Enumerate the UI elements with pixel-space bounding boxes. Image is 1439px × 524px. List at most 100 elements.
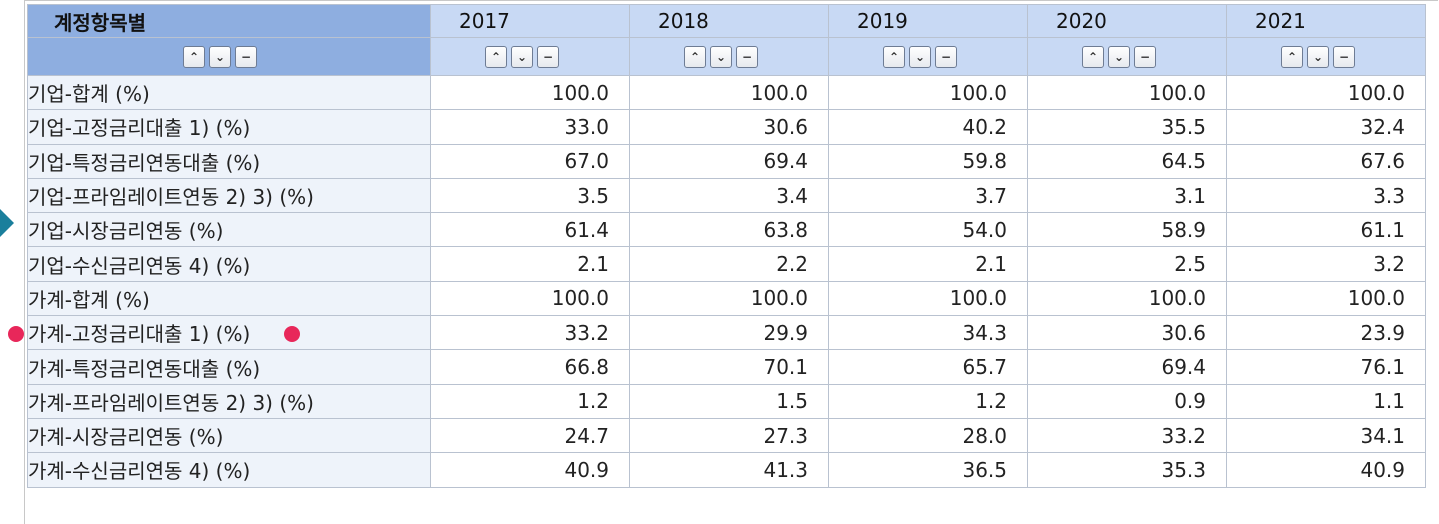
sort-down-button[interactable]: ⌄: [710, 45, 732, 68]
value-cell: 40.2: [828, 109, 1028, 145]
table-row[interactable]: 기업-시장금리연동 (%) 61.4 63.8 54.0 58.9 61.1: [27, 212, 1426, 248]
marker-dot-icon: [284, 326, 301, 343]
row-label: 가계-특정금리연동대출 (%): [27, 349, 431, 385]
table-row[interactable]: 가계-고정금리대출 1) (%) 33.2 29.9 34.3 30.6 23.9: [8, 315, 1426, 351]
table-row[interactable]: 가계-합계 (%) 100.0 100.0 100.0 100.0 100.0: [27, 280, 1426, 317]
expand-arrow-icon[interactable]: [0, 209, 14, 237]
row-label-text: 가계-합계 (%): [28, 287, 150, 312]
minus-icon: −: [1139, 49, 1151, 64]
sort-controls-cell: ⌃ ⌄ −: [430, 37, 630, 76]
table-row[interactable]: 기업-수신금리연동 4) (%) 2.1 2.2 2.1 2.5 3.2: [27, 246, 1426, 282]
value-cell: 58.9: [1027, 212, 1227, 248]
row-label-text: 기업-합계 (%): [28, 82, 150, 107]
remove-column-button[interactable]: −: [235, 45, 257, 68]
value-cell: 61.4: [430, 212, 630, 248]
value-cell: 1.5: [629, 383, 829, 419]
row-label: 기업-프라임레이트연동 2) 3) (%): [27, 177, 431, 214]
column-header-year[interactable]: 2021: [1226, 4, 1426, 38]
row-label-text: 기업-고정금리대출 1) (%): [28, 116, 251, 141]
row-label: 가계-시장금리연동 (%): [27, 417, 431, 454]
table-row[interactable]: 가계-프라임레이트연동 2) 3) (%) 1.2 1.5 1.2 0.9 1.1: [27, 383, 1426, 419]
value-cell: 33.0: [430, 109, 630, 145]
sort-button-group: ⌃ ⌄ −: [630, 45, 828, 68]
row-label: 기업-시장금리연동 (%): [27, 212, 431, 248]
row-label-text: 기업-수신금리연동 4) (%): [28, 253, 251, 278]
value-cell: 30.6: [1027, 315, 1227, 351]
value-cell: 3.4: [629, 177, 829, 214]
sort-up-button[interactable]: ⌃: [684, 45, 706, 68]
sort-up-button[interactable]: ⌃: [183, 45, 205, 68]
table-row[interactable]: 가계-수신금리연동 4) (%) 40.9 41.3 36.5 35.3 40.9: [27, 452, 1426, 488]
value-cell: 100.0: [629, 74, 829, 111]
sort-down-button[interactable]: ⌄: [1307, 45, 1329, 68]
value-cell: 100.0: [1027, 280, 1227, 317]
value-cell: 2.5: [1027, 246, 1227, 282]
value-cell: 100.0: [430, 74, 630, 111]
chevron-up-icon: ⌃: [188, 49, 200, 64]
value-cell: 100.0: [1027, 74, 1227, 111]
sort-controls-cell: ⌃ ⌄ −: [1027, 37, 1227, 76]
sort-up-button[interactable]: ⌃: [883, 45, 905, 68]
row-label-text: 기업-시장금리연동 (%): [28, 219, 224, 244]
value-cell: 66.8: [430, 349, 630, 385]
column-header-year[interactable]: 2017: [430, 4, 630, 38]
row-label: 가계-합계 (%): [27, 280, 431, 317]
data-grid-panel: 계정항목별 2017 2018 2019 2020 2021 ⌃ ⌄ − ⌃ ⌄ − ⌃ ⌄ − ⌃ ⌄ − ⌃…: [8, 0, 1438, 524]
chevron-down-icon: ⌄: [214, 49, 226, 64]
sort-up-button[interactable]: ⌃: [1082, 45, 1104, 68]
column-header-year[interactable]: 2018: [629, 4, 829, 38]
minus-icon: −: [940, 49, 952, 64]
table-row[interactable]: 가계-시장금리연동 (%) 24.7 27.3 28.0 33.2 34.1: [27, 417, 1426, 454]
remove-column-button[interactable]: −: [935, 45, 957, 68]
left-gutter: [0, 0, 24, 524]
column-header-year[interactable]: 2020: [1027, 4, 1227, 38]
value-cell: 100.0: [828, 74, 1028, 111]
value-cell: 69.4: [1027, 349, 1227, 385]
value-cell: 36.5: [828, 452, 1028, 488]
remove-column-button[interactable]: −: [537, 45, 559, 68]
chevron-down-icon: ⌄: [715, 49, 727, 64]
sort-controls-cell: ⌃ ⌄ −: [27, 37, 431, 76]
value-cell: 34.1: [1226, 417, 1426, 454]
sort-button-group: ⌃ ⌄ −: [28, 45, 430, 68]
value-cell: 33.2: [430, 315, 630, 351]
chevron-down-icon: ⌄: [914, 49, 926, 64]
column-header-year[interactable]: 2019: [828, 4, 1028, 38]
table-row[interactable]: 기업-합계 (%) 100.0 100.0 100.0 100.0 100.0: [27, 74, 1426, 111]
value-cell: 34.3: [828, 315, 1028, 351]
value-cell: 59.8: [828, 143, 1028, 179]
value-cell: 64.5: [1027, 143, 1227, 179]
row-label: 가계-수신금리연동 4) (%): [27, 452, 431, 488]
sort-down-button[interactable]: ⌄: [209, 45, 231, 68]
value-cell: 32.4: [1226, 109, 1426, 145]
table-row[interactable]: 기업-특정금리연동대출 (%) 67.0 69.4 59.8 64.5 67.6: [27, 143, 1426, 179]
sort-down-button[interactable]: ⌄: [1108, 45, 1130, 68]
minus-icon: −: [542, 49, 554, 64]
value-cell: 3.7: [828, 177, 1028, 214]
value-cell: 76.1: [1226, 349, 1426, 385]
table-row[interactable]: 가계-특정금리연동대출 (%) 66.8 70.1 65.7 69.4 76.1: [27, 349, 1426, 385]
table-row[interactable]: 기업-고정금리대출 1) (%) 33.0 30.6 40.2 35.5 32.4: [27, 109, 1426, 145]
sort-down-button[interactable]: ⌄: [511, 45, 533, 68]
sort-up-button[interactable]: ⌃: [1281, 45, 1303, 68]
sort-controls-cell: ⌃ ⌄ −: [828, 37, 1028, 76]
remove-column-button[interactable]: −: [736, 45, 758, 68]
minus-icon: −: [1338, 49, 1350, 64]
row-label-text: 가계-수신금리연동 4) (%): [28, 459, 251, 484]
row-label: 가계-프라임레이트연동 2) 3) (%): [27, 383, 431, 419]
row-label-text: 기업-프라임레이트연동 2) 3) (%): [28, 185, 314, 210]
sort-up-button[interactable]: ⌃: [485, 45, 507, 68]
value-cell: 3.2: [1226, 246, 1426, 282]
remove-column-button[interactable]: −: [1333, 45, 1355, 68]
row-label: 기업-특정금리연동대출 (%): [27, 143, 431, 179]
table-row[interactable]: 기업-프라임레이트연동 2) 3) (%) 3.5 3.4 3.7 3.1 3.3: [27, 177, 1426, 214]
sort-controls-cell: ⌃ ⌄ −: [1226, 37, 1426, 76]
remove-column-button[interactable]: −: [1134, 45, 1156, 68]
sort-down-button[interactable]: ⌄: [909, 45, 931, 68]
value-cell: 3.1: [1027, 177, 1227, 214]
value-cell: 2.1: [828, 246, 1028, 282]
value-cell: 33.2: [1027, 417, 1227, 454]
value-cell: 40.9: [430, 452, 630, 488]
header-row: 계정항목별 2017 2018 2019 2020 2021: [27, 4, 1426, 38]
sort-button-group: ⌃ ⌄ −: [1227, 45, 1425, 68]
